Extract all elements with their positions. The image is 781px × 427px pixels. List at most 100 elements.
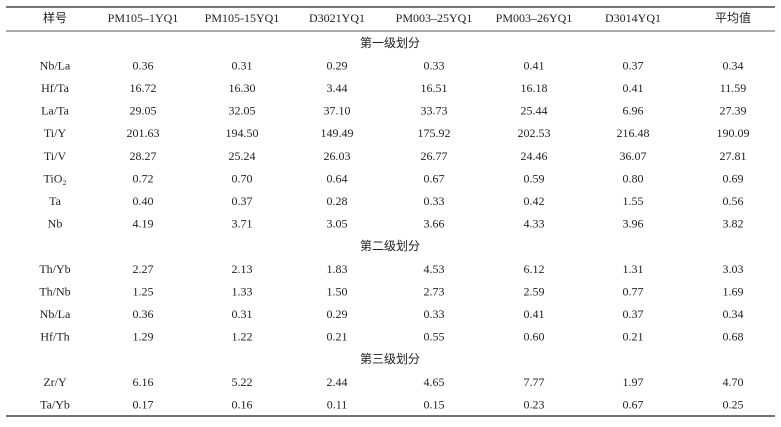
cell: 0.33: [424, 194, 445, 208]
cell: 0.41: [524, 58, 545, 72]
cell: 0.36: [133, 307, 154, 321]
cell: 7.77: [524, 375, 545, 389]
cell: 1.55: [623, 194, 644, 208]
row-label: Ta/Yb: [40, 397, 70, 411]
cell: 24.46: [521, 149, 548, 163]
cell: 26.77: [421, 149, 448, 163]
cell: 4.19: [133, 217, 154, 231]
cell: 3.03: [723, 262, 744, 276]
cell: 2.73: [424, 284, 445, 298]
cell: 0.72: [133, 171, 154, 185]
cell: 0.69: [723, 171, 744, 185]
cell: 0.28: [327, 194, 348, 208]
cell: 0.31: [232, 58, 253, 72]
cell: 0.34: [723, 307, 744, 321]
cell: 0.37: [623, 58, 644, 72]
cell: 3.82: [723, 217, 744, 231]
cell: 2.27: [133, 262, 154, 276]
header-cell: 样号: [43, 10, 67, 25]
row-label: Th/Nb: [39, 284, 70, 298]
cell: 0.37: [623, 307, 644, 321]
row-label: Ti/Y: [44, 126, 67, 140]
section-title: 第二级划分: [360, 239, 420, 253]
cell: 0.29: [327, 307, 348, 321]
cell: 16.18: [521, 81, 548, 95]
cell: 4.53: [424, 262, 445, 276]
cell: 0.41: [524, 307, 545, 321]
cell: 0.29: [327, 58, 348, 72]
cell: 27.81: [720, 149, 747, 163]
cell: 2.13: [232, 262, 253, 276]
row-label: Ta: [49, 194, 61, 208]
cell: 0.11: [327, 397, 348, 411]
row-label: Hf/Th: [40, 330, 69, 344]
cell: 0.37: [232, 194, 253, 208]
row-label: Nb: [48, 217, 63, 231]
row-label: TiO₂: [43, 171, 66, 185]
cell: 0.70: [232, 171, 253, 185]
cell: 1.83: [327, 262, 348, 276]
cell: 0.56: [723, 194, 744, 208]
cell: 194.50: [226, 126, 259, 140]
cell: 0.67: [623, 397, 644, 411]
cell: 26.03: [324, 149, 351, 163]
cell: 0.67: [424, 171, 445, 185]
cell: 11.59: [720, 81, 747, 95]
header-cell: 平均值: [715, 10, 751, 25]
cell: 0.33: [424, 58, 445, 72]
cell: 0.55: [424, 330, 445, 344]
cell: 4.65: [424, 375, 445, 389]
cell: 25.24: [229, 149, 256, 163]
section-title: 第三级划分: [360, 352, 420, 366]
cell: 0.21: [623, 330, 644, 344]
cell: 27.39: [720, 104, 747, 118]
cell: 0.23: [524, 397, 545, 411]
cell: 16.72: [130, 81, 157, 95]
row-label: Th/Yb: [39, 262, 70, 276]
cell: 6.12: [524, 262, 545, 276]
cell: 0.68: [723, 330, 744, 344]
cell: 1.31: [623, 262, 644, 276]
cell: 0.36: [133, 58, 154, 72]
header-cell: PM003–25YQ1: [396, 11, 473, 25]
cell: 201.63: [127, 126, 160, 140]
section-title: 第一级划分: [360, 36, 420, 50]
cell: 36.07: [620, 149, 647, 163]
cell: 3.05: [327, 217, 348, 231]
cell: 0.64: [327, 171, 348, 185]
cell: 202.53: [518, 126, 551, 140]
cell: 6.96: [623, 104, 644, 118]
cell: 29.05: [130, 104, 157, 118]
cell: 3.44: [327, 81, 348, 95]
cell: 2.44: [327, 375, 348, 389]
cell: 1.69: [723, 284, 744, 298]
cell: 4.70: [723, 375, 744, 389]
cell: 1.33: [232, 284, 253, 298]
cell: 3.96: [623, 217, 644, 231]
row-label: La/Ta: [41, 104, 69, 118]
cell: 0.77: [623, 284, 644, 298]
cell: 1.29: [133, 330, 154, 344]
cell: 25.44: [521, 104, 548, 118]
cell: 5.22: [232, 375, 253, 389]
row-label: Nb/La: [40, 307, 71, 321]
cell: 0.34: [723, 58, 744, 72]
cell: 0.25: [723, 397, 744, 411]
cell: 33.73: [421, 104, 448, 118]
header-cell: PM105–1YQ1: [108, 11, 179, 25]
cell: 0.41: [623, 81, 644, 95]
cell: 16.30: [229, 81, 256, 95]
cell: 216.48: [617, 126, 650, 140]
cell: 149.49: [321, 126, 354, 140]
cell: 0.16: [232, 397, 253, 411]
cell: 37.10: [324, 104, 351, 118]
cell: 190.09: [717, 126, 750, 140]
cell: 0.31: [232, 307, 253, 321]
cell: 0.17: [133, 397, 154, 411]
cell: 2.59: [524, 284, 545, 298]
cell: 6.16: [133, 375, 154, 389]
cell: 32.05: [229, 104, 256, 118]
row-label: Hf/Ta: [41, 81, 69, 95]
